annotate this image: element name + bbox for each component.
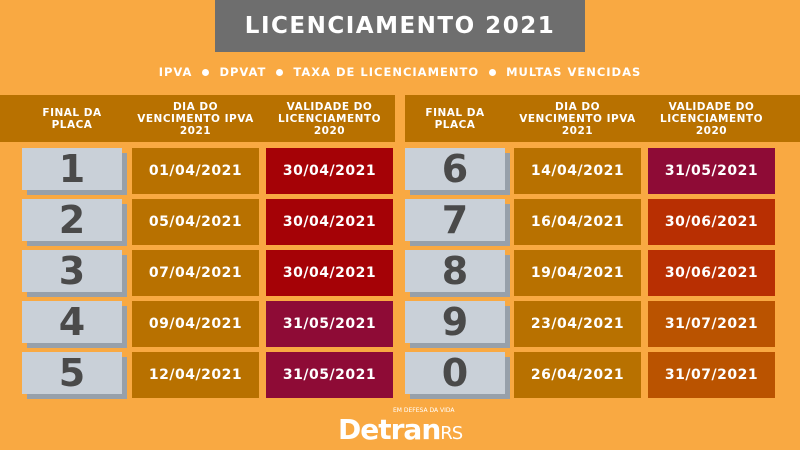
header-validity: VALIDADE DO LICENCIAMENTO 2020 bbox=[278, 100, 381, 137]
logo-suffix: RS bbox=[440, 423, 463, 444]
validity-date: 30/06/2021 bbox=[648, 199, 775, 245]
plate-final: 3 bbox=[22, 249, 122, 293]
subtitle-item: IPVA bbox=[158, 65, 193, 79]
subtitle-item: TAXA DE LICENCIAMENTO bbox=[293, 65, 480, 79]
validity-date: 30/06/2021 bbox=[648, 250, 775, 296]
validity-date: 31/07/2021 bbox=[648, 301, 775, 347]
ipva-date: 07/04/2021 bbox=[132, 250, 259, 296]
ipva-date: 26/04/2021 bbox=[514, 352, 641, 398]
validity-date: 31/05/2021 bbox=[266, 352, 393, 398]
subtitle-item: DPVAT bbox=[219, 65, 267, 79]
bullet-icon bbox=[489, 68, 497, 76]
plate-final: 0 bbox=[405, 351, 505, 395]
header-validity: VALIDADE DO LICENCIAMENTO 2020 bbox=[660, 100, 763, 137]
plate-final: 2 bbox=[22, 198, 122, 242]
header-ipva: DIA DO VENCIMENTO IPVA 2021 bbox=[137, 100, 254, 137]
logo-tagline: EM DEFESA DA VIDA bbox=[393, 407, 455, 414]
plate-final: 7 bbox=[405, 198, 505, 242]
plate-final: 8 bbox=[405, 249, 505, 293]
bullet-icon bbox=[202, 68, 210, 76]
ipva-date: 05/04/2021 bbox=[132, 199, 259, 245]
header-plate: FINAL DA PLACA bbox=[425, 106, 485, 131]
validity-date: 30/04/2021 bbox=[266, 199, 393, 245]
validity-date: 30/04/2021 bbox=[266, 148, 393, 194]
bullet-icon bbox=[276, 68, 284, 76]
ipva-date: 14/04/2021 bbox=[514, 148, 641, 194]
ipva-date: 16/04/2021 bbox=[514, 199, 641, 245]
header-plate: FINAL DA PLACA bbox=[42, 106, 102, 131]
plate-final: 9 bbox=[405, 300, 505, 344]
logo-name: Detran bbox=[338, 413, 441, 446]
plate-final: 4 bbox=[22, 300, 122, 344]
plate-final: 5 bbox=[22, 351, 122, 395]
header-ipva: DIA DO VENCIMENTO IPVA 2021 bbox=[519, 100, 636, 137]
ipva-date: 01/04/2021 bbox=[132, 148, 259, 194]
validity-date: 31/07/2021 bbox=[648, 352, 775, 398]
ipva-date: 19/04/2021 bbox=[514, 250, 641, 296]
validity-date: 31/05/2021 bbox=[266, 301, 393, 347]
subtitle-item: MULTAS VENCIDAS bbox=[506, 65, 642, 79]
table-header bbox=[0, 95, 395, 142]
ipva-date: 12/04/2021 bbox=[132, 352, 259, 398]
validity-date: 30/04/2021 bbox=[266, 250, 393, 296]
ipva-date: 09/04/2021 bbox=[132, 301, 259, 347]
ipva-date: 23/04/2021 bbox=[514, 301, 641, 347]
subtitle: IPVA DPVAT TAXA DE LICENCIAMENTO MULTAS … bbox=[0, 65, 800, 79]
plate-final: 1 bbox=[22, 147, 122, 191]
validity-date: 31/05/2021 bbox=[648, 148, 775, 194]
detran-logo: EM DEFESA DA VIDA DetranRS bbox=[338, 406, 468, 449]
table-header bbox=[405, 95, 800, 142]
page-title: LICENCIAMENTO 2021 bbox=[215, 0, 585, 52]
plate-final: 6 bbox=[405, 147, 505, 191]
